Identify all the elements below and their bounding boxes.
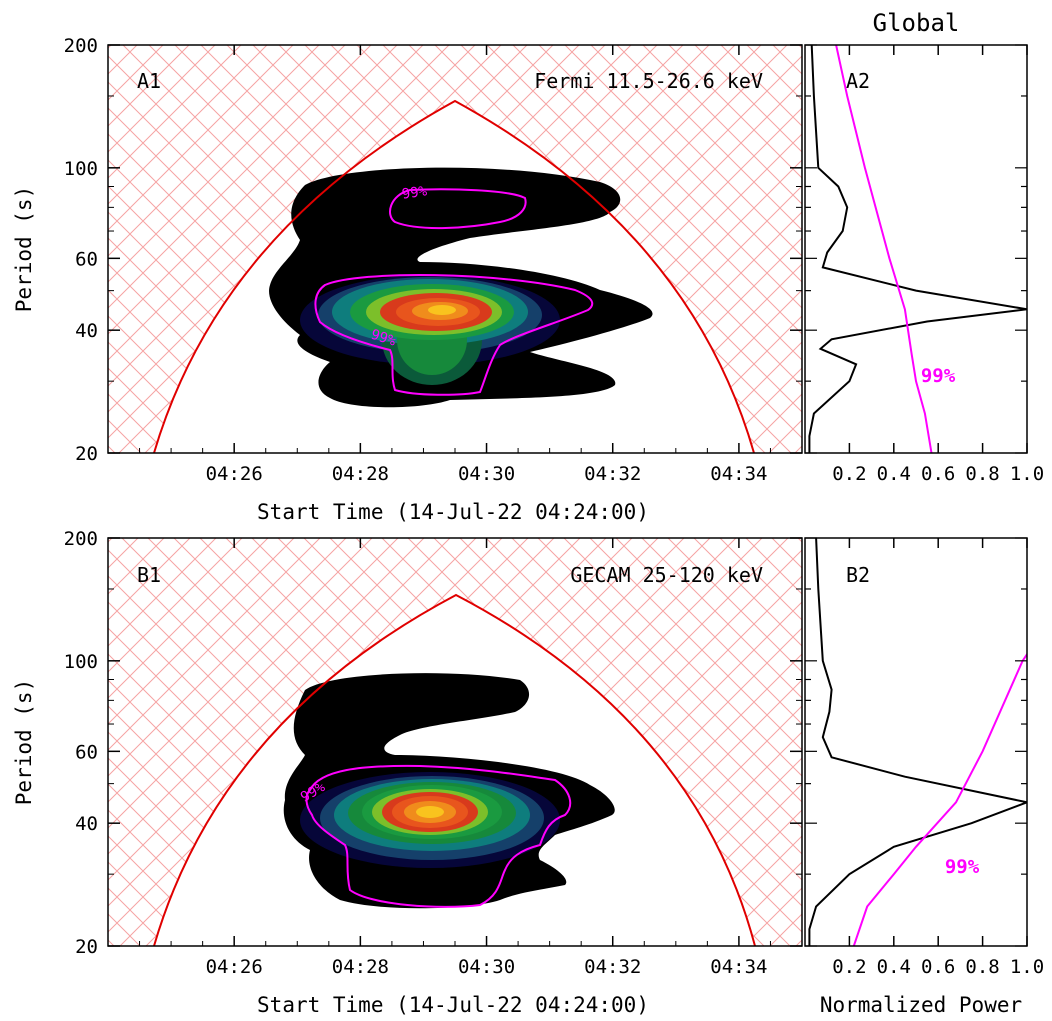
- y-tick-label-b1-2: 60: [75, 741, 98, 763]
- y-tick-label-b1-3: 100: [64, 651, 98, 673]
- x-tick-label-a1-1: 04:28: [332, 463, 389, 485]
- y-tick-label-a1-3: 100: [64, 158, 98, 180]
- x-tick-label-a2-0: 0.2: [832, 463, 866, 485]
- x-axis-title-a: Start Time (14-Jul-22 04:24:00): [257, 500, 649, 524]
- sig-contour-a1-lower: [314, 273, 594, 396]
- panel-label-a1: A1: [137, 69, 161, 93]
- y-axis-title-a: Period (s): [12, 186, 36, 312]
- power-axis-title: Normalized Power: [820, 993, 1022, 1017]
- y-tick-label-b1-1: 40: [75, 813, 98, 835]
- panel-a2-global: 0.2 0.4 0.6 0.8 1.0 A2 99%: [804, 44, 1044, 485]
- x-tick-label-a2-4: 1.0: [1010, 463, 1044, 485]
- x-tick-label-a2-1: 0.4: [877, 463, 911, 485]
- global-title: Global: [873, 9, 960, 37]
- x-tick-label-b2-4: 1.0: [1010, 956, 1044, 978]
- x-tick-label-b1-3: 04:32: [584, 956, 641, 978]
- y-tick-label-a1-0: 20: [75, 443, 98, 465]
- y-tick-label-a1-2: 60: [75, 248, 98, 270]
- panel-b2-global: 0.2 0.4 0.6 0.8 1.0 B2 99%: [804, 537, 1044, 978]
- x-tick-label-b2-1: 0.4: [877, 956, 911, 978]
- power-level-10-b1: [416, 806, 444, 818]
- y-tick-label-a1-1: 40: [75, 320, 98, 342]
- y-tick-label-b1-4: 200: [64, 528, 98, 550]
- instrument-label-b1: GECAM 25-120 keV: [570, 563, 763, 587]
- significance-line-a2: [835, 45, 933, 453]
- panel-a1-wavelet: 99% 99% 04:26 04:28 04:30 04:32 04:34 20 40 60 1…: [64, 35, 803, 485]
- frame-b2: [804, 537, 1028, 947]
- x-tick-label-a1-2: 04:30: [458, 463, 515, 485]
- ticks-b1: 04:26 04:28 04:30 04:32 04:34 20 40 60 100 200: [64, 528, 802, 978]
- panel-label-b2: B2: [846, 563, 870, 587]
- x-tick-label-b2-0: 0.2: [832, 956, 866, 978]
- sig-contour-b1: [305, 764, 572, 908]
- x-tick-label-a2-3: 0.8: [965, 463, 999, 485]
- y-tick-label-a1-4: 200: [64, 35, 98, 57]
- sig-label-b2: 99%: [945, 856, 980, 878]
- x-tick-label-b1-0: 04:26: [206, 956, 263, 978]
- y-axis-title-b: Period (s): [12, 679, 36, 805]
- sig-contour-a1-upper: [389, 188, 527, 230]
- ticks-a1: 04:26 04:28 04:30 04:32 04:34 20 40 60 100 200: [64, 35, 802, 485]
- x-tick-label-b2-3: 0.8: [965, 956, 999, 978]
- sig-contour-label-a1-lower: 99%: [369, 327, 399, 350]
- panel-b1-wavelet: 99% 04:26 04:28 04:30 04:32 04:3420406010020…: [64, 528, 803, 978]
- coi-line-a1: [153, 99, 755, 453]
- x-tick-label-a2-2: 0.6: [921, 463, 955, 485]
- x-tick-label-b1-4: 04:34: [710, 956, 767, 978]
- ticks-b2: 0.2 0.4 0.6 0.8 1.0: [805, 537, 1044, 978]
- x-axis-title-b: Start Time (14-Jul-22 04:24:00): [257, 993, 649, 1017]
- global-power-line-a2: [808, 45, 1027, 453]
- x-tick-label-b2-2: 0.6: [921, 956, 955, 978]
- sig-label-a2: 99%: [921, 365, 956, 387]
- ticks-a2: 0.2 0.4 0.6 0.8 1.0: [805, 44, 1044, 485]
- x-tick-label-a1-3: 04:32: [584, 463, 641, 485]
- coi-hatch-b1: [108, 538, 802, 946]
- x-tick-label-a1-4: 04:34: [710, 463, 767, 485]
- x-tick-label-b1-1: 04:28: [332, 956, 389, 978]
- coi-line-b1: [153, 593, 756, 946]
- panel-label-a2: A2: [846, 69, 870, 93]
- x-tick-label-b1-2: 04:30: [458, 956, 515, 978]
- y-tick-label-b1-0: 20: [75, 936, 98, 958]
- coi-hatch-a1: [108, 45, 802, 453]
- global-power-line-b2: [808, 538, 1027, 946]
- sig-contour-label-a1-upper: 99%: [401, 183, 429, 202]
- panel-label-b1: B1: [137, 563, 161, 587]
- instrument-label-a1: Fermi 11.5-26.6 keV: [534, 69, 763, 93]
- power-level-11-a1: [428, 305, 456, 315]
- frame-a2: [804, 44, 1028, 454]
- significance-line-b2: [852, 652, 1027, 946]
- x-tick-label-a1-0: 04:26: [206, 463, 263, 485]
